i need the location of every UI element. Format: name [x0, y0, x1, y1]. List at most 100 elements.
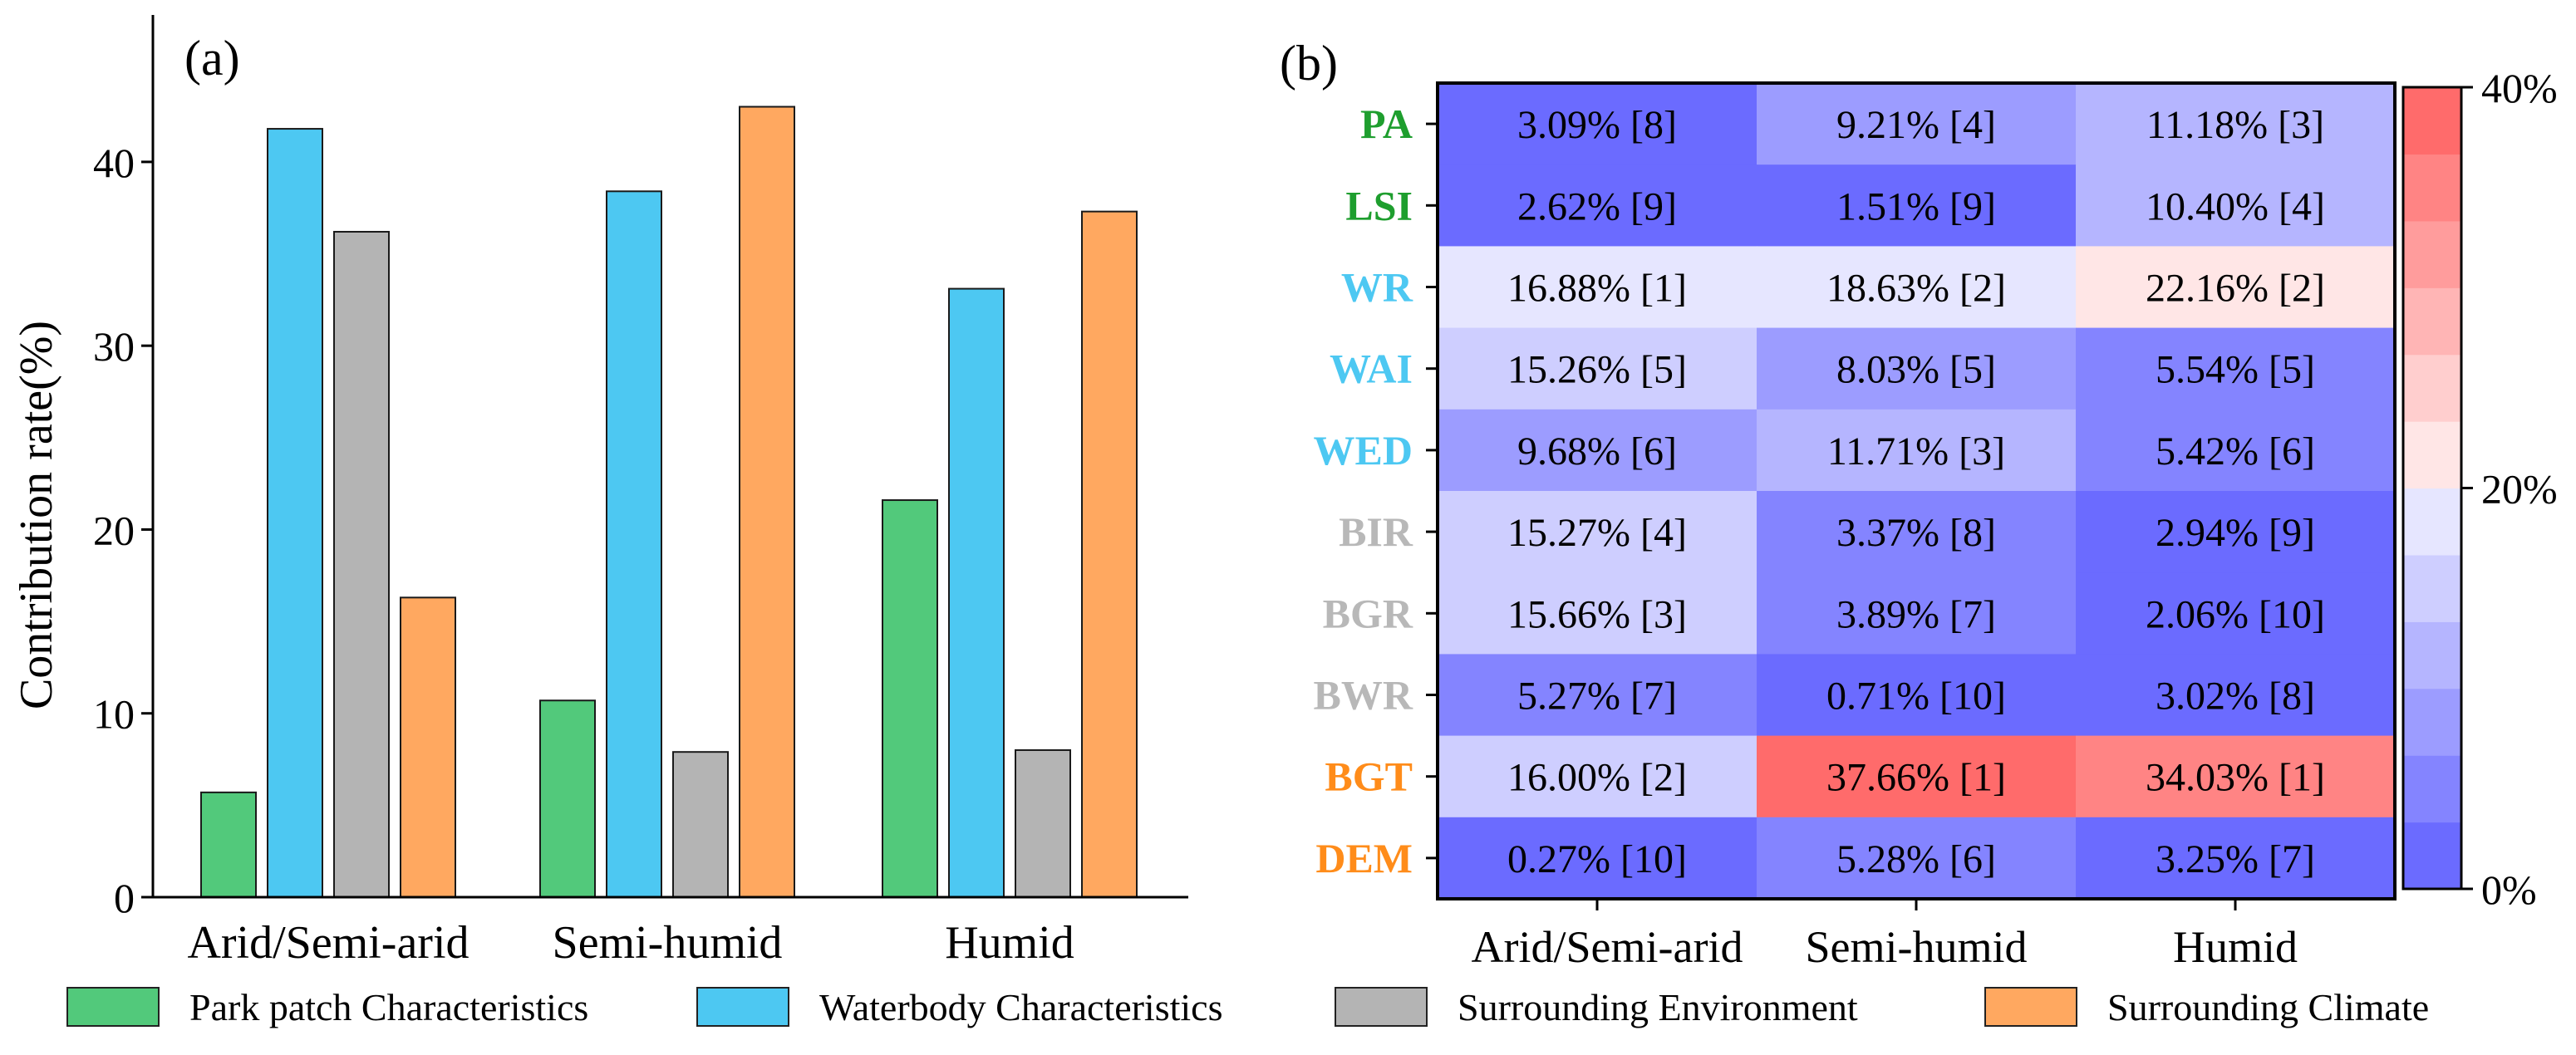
bar-waterbody-characteristics-arid-semi-arid: [267, 128, 323, 898]
heatmap-cell-label: 3.09% [8]: [1517, 103, 1677, 147]
y-axis-label: Contribution rate(%): [11, 321, 62, 709]
heatmap-panel: (b) 3.09% [8] 9.21% [4] 11.18% [3] 2.62% [9…: [1280, 36, 2558, 972]
heatmap-cell-bir-1: [1438, 491, 1757, 573]
heatmap-cell-label: 15.27% [4]: [1507, 511, 1687, 555]
legend-label: Surrounding Environment: [1458, 986, 1858, 1028]
heatmap-cell-wr-3: [2076, 246, 2396, 329]
bar-waterbody-characteristics-semi-humid: [606, 190, 662, 899]
heatmap-cell-label: 3.89% [7]: [1836, 592, 1996, 636]
heatmap-cell-wai-1: [1438, 327, 1757, 410]
legend-label: Waterbody Characteristics: [819, 986, 1223, 1028]
legend-swatch: [696, 987, 789, 1027]
heatmap-cell-label: 2.94% [9]: [2156, 511, 2315, 555]
heatmap-row-label-bgr: BGR: [1323, 590, 1413, 636]
heatmap-row-label-bir: BIR: [1339, 508, 1413, 555]
colorbar-tick-label: 0%: [2481, 866, 2537, 913]
colorbar-step: [2403, 554, 2461, 622]
heatmap-row-label-dem: DEM: [1315, 835, 1413, 881]
heatmap-cell-wr-1: [1438, 246, 1757, 329]
heatmap-cell-label: 5.28% [6]: [1836, 837, 1996, 881]
heatmap-cell-label: 5.42% [6]: [2156, 429, 2315, 474]
colorbar-step: [2403, 287, 2461, 356]
heatmap-cell-label: 18.63% [2]: [1826, 267, 2006, 311]
heatmap-cell-label: 0.71% [10]: [1826, 675, 2006, 719]
heatmap-cell-dem-3: [2076, 817, 2396, 900]
bar-surrounding-climate-arid-semi-arid: [400, 596, 456, 898]
colorbar-tick-label: 20%: [2481, 466, 2558, 513]
heatmap-cell-bwr-3: [2076, 654, 2396, 737]
colorbar: 0% 20% 40%: [2401, 65, 2558, 913]
x-tick-label: Semi-humid: [553, 917, 783, 969]
colorbar-step: [2403, 822, 2461, 890]
heatmap-cell-label: 3.25% [7]: [2156, 837, 2315, 881]
heatmap-cell-bgr-1: [1438, 572, 1757, 655]
legend-label: Surrounding Climate: [2107, 986, 2430, 1028]
heatmap-cell-wr-2: [1757, 246, 2077, 329]
panel-b-label: (b): [1280, 36, 1338, 91]
heatmap-cell-label: 11.71% [3]: [1827, 429, 2005, 474]
heatmap-cell-label: 2.62% [9]: [1517, 184, 1677, 228]
heatmap-cell-bgt-3: [2076, 735, 2396, 818]
y-tick-label: 20: [93, 507, 135, 553]
heatmap-cell-label: 9.21% [4]: [1836, 103, 1996, 147]
heatmap-cell-wed-3: [2076, 409, 2396, 492]
legend-label: Park patch Characteristics: [189, 986, 589, 1028]
heatmap-cell-pa-3: [2076, 83, 2396, 165]
heatmap-cell-pa-1: [1438, 83, 1757, 165]
heatmap-cell-label: 2.06% [10]: [2146, 592, 2325, 636]
bar-layer: [200, 106, 1138, 899]
bar-surrounding-climate-semi-humid: [739, 106, 795, 899]
heatmap-column-label: Humid: [2173, 922, 2298, 972]
bar-park-patch-characteristics-arid-semi-arid: [200, 791, 257, 898]
legend-swatch: [1984, 987, 2077, 1027]
heatmap-cell-label: 8.03% [5]: [1836, 348, 1996, 392]
legend-swatch: [1335, 987, 1428, 1027]
heatmap-cell-dem-2: [1757, 817, 2077, 900]
heatmap-row-label-pa: PA: [1360, 101, 1413, 147]
colorbar-step: [2403, 621, 2461, 689]
heatmap-row-label-bwr: BWR: [1314, 672, 1413, 719]
heatmap-cell-label: 11.18% [3]: [2146, 103, 2324, 147]
x-tick-label: Humid: [945, 917, 1074, 969]
colorbar-step: [2403, 688, 2461, 756]
bar-park-patch-characteristics-humid: [882, 499, 938, 898]
colorbar-step: [2403, 220, 2461, 288]
bar-surrounding-environment-humid: [1015, 748, 1071, 898]
heatmap-cell-wai-3: [2076, 327, 2396, 410]
colorbar-step: [2403, 755, 2461, 823]
colorbar-step: [2403, 87, 2461, 155]
y-tick-label: 10: [93, 691, 135, 738]
heatmap-cell-bgt-1: [1438, 735, 1757, 818]
bar-axes: Arid/Semi-arid Semi-humid Humid 0 10 20 30 40: [93, 15, 1188, 969]
heatmap-row-label-wed: WED: [1314, 427, 1413, 474]
heatmap-row-label-wr: WR: [1341, 264, 1413, 311]
heatmap-cell-lsi-1: [1438, 164, 1757, 247]
heatmap-row-label-lsi: LSI: [1345, 182, 1413, 228]
y-tick-label: 0: [114, 875, 135, 921]
heatmap-cell-pa-2: [1757, 83, 2077, 165]
y-tick-label: 40: [93, 140, 135, 186]
colorbar-step: [2403, 488, 2461, 556]
heatmap-cell-label: 1.51% [9]: [1836, 184, 1996, 228]
heatmap-cell-label: 22.16% [2]: [2146, 267, 2325, 311]
heatmap-cell-label: 5.54% [5]: [2156, 348, 2315, 392]
legend-swatch: [66, 987, 160, 1027]
heatmap-cell-label: 3.02% [8]: [2156, 675, 2315, 719]
heatmap-axes: PA LSI WR WAI WED BIR BGR BWR BGT DEM Arid/Semi-ar…: [1314, 81, 2397, 972]
heatmap-cell-bir-2: [1757, 491, 2077, 573]
bar-park-patch-characteristics-semi-humid: [539, 699, 596, 899]
heatmap-cell-label: 15.26% [5]: [1507, 348, 1687, 392]
colorbar-step: [2403, 421, 2461, 489]
bar-surrounding-climate-humid: [1081, 210, 1138, 898]
heatmap-cell-wed-2: [1757, 409, 2077, 492]
heatmap-cell-label: 16.00% [2]: [1507, 756, 1687, 800]
heatmap-cell-bwr-2: [1757, 654, 2077, 737]
heatmap-column-label: Semi-humid: [1806, 922, 2028, 972]
heatmap-column-label: Arid/Semi-arid: [1472, 922, 1743, 972]
heatmap-cell-label: 0.27% [10]: [1507, 837, 1687, 881]
panel-a-label: (a): [184, 31, 240, 86]
heatmap-cell-label: 16.88% [1]: [1507, 267, 1687, 311]
heatmap-cell-bgr-2: [1757, 572, 2077, 655]
heatmap-cell-lsi-3: [2076, 164, 2396, 247]
